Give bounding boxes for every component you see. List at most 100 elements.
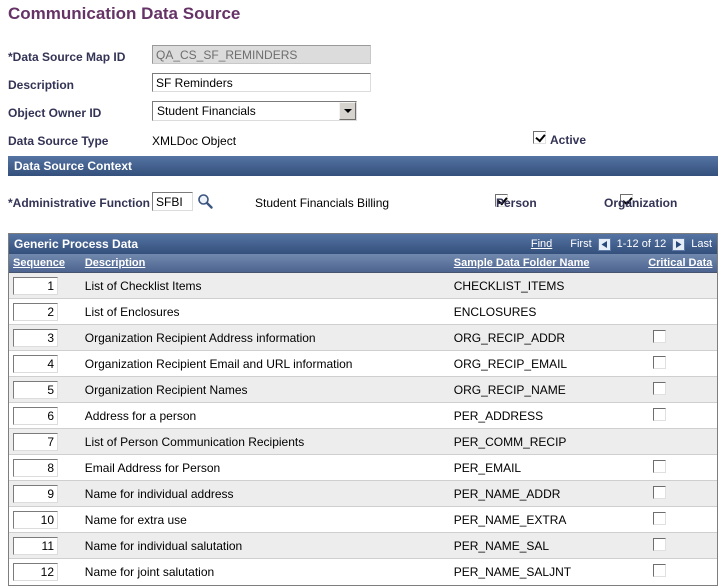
row-description: Email Address for Person	[84, 460, 221, 475]
table-row: Email Address for Person PER_EMAIL	[9, 455, 717, 481]
generic-process-data-grid: Generic Process Data Find First 1-12 of …	[8, 233, 718, 586]
table-row: Organization Recipient Email and URL inf…	[9, 351, 717, 377]
row-folder-name: PER_EMAIL	[453, 460, 522, 475]
page-title: Communication Data Source	[8, 4, 241, 23]
sequence-cell	[9, 563, 79, 581]
row-folder-name: PER_NAME_EXTRA	[453, 512, 567, 527]
row-folder-name: ORG_RECIP_NAME	[453, 382, 566, 397]
sequence-input[interactable]	[13, 432, 58, 451]
critical-data-cell	[644, 564, 717, 580]
sequence-input[interactable]	[13, 484, 58, 503]
table-row: Address for a person PER_ADDRESS	[9, 403, 717, 429]
data-source-map-id-label: *Data Source Map ID	[8, 50, 126, 64]
column-header-sequence[interactable]: Sequence	[13, 257, 65, 269]
nav-last-label[interactable]: Last	[691, 238, 712, 250]
sequence-input[interactable]	[13, 536, 58, 555]
administrative-function-field[interactable]	[152, 192, 193, 211]
column-header-sample-data-folder-name[interactable]: Sample Data Folder Name	[453, 257, 590, 269]
row-description: List of Enclosures	[84, 304, 180, 319]
row-folder-name: PER_NAME_SALJNT	[453, 565, 572, 579]
nav-next-icon[interactable]	[672, 237, 686, 251]
grid-title: Generic Process Data	[14, 237, 139, 251]
row-description: Name for individual address	[84, 486, 234, 501]
column-header-critical-data[interactable]: Critical Data	[648, 257, 713, 269]
critical-data-checkbox[interactable]	[653, 485, 667, 499]
critical-data-checkbox[interactable]	[653, 564, 667, 577]
critical-data-checkbox[interactable]	[653, 329, 667, 343]
critical-data-checkbox[interactable]	[653, 459, 667, 473]
table-row: List of Person Communication Recipients …	[9, 429, 717, 455]
table-row: List of Enclosures ENCLOSURES	[9, 299, 717, 325]
critical-data-cell	[644, 381, 717, 398]
row-folder-name: ORG_RECIP_EMAIL	[453, 356, 568, 371]
sequence-input[interactable]	[13, 406, 58, 425]
table-row: Name for individual salutation PER_NAME_…	[9, 533, 717, 559]
dropdown-arrow-icon[interactable]	[339, 102, 356, 120]
column-header-description[interactable]: Description	[84, 257, 146, 269]
critical-data-checkbox[interactable]	[653, 355, 667, 369]
sequence-cell	[9, 380, 79, 399]
table-row: Organization Recipient Names ORG_RECIP_N…	[9, 377, 717, 403]
data-source-type-label: Data Source Type	[8, 134, 109, 148]
sequence-input[interactable]	[13, 276, 58, 295]
row-folder-name: ENCLOSURES	[453, 304, 537, 319]
lookup-icon[interactable]	[197, 193, 214, 213]
critical-data-cell	[644, 537, 717, 554]
person-checkbox[interactable]	[495, 194, 509, 207]
critical-data-cell	[644, 329, 717, 346]
object-owner-id-select[interactable]: Student Financials	[152, 101, 357, 121]
row-folder-name: PER_NAME_SAL	[453, 538, 550, 553]
row-description: List of Checklist Items	[84, 278, 202, 293]
critical-data-cell	[644, 459, 717, 476]
sequence-cell	[9, 302, 79, 321]
sequence-input[interactable]	[13, 458, 58, 477]
organization-checkbox[interactable]	[619, 194, 633, 207]
nav-previous-icon[interactable]	[597, 237, 611, 251]
nav-first-label[interactable]: First	[570, 238, 592, 250]
data-source-map-id-field	[152, 45, 371, 64]
sequence-cell	[9, 354, 79, 373]
organization-label: Organization	[604, 196, 678, 210]
sequence-input[interactable]	[13, 302, 58, 321]
sequence-input[interactable]	[13, 563, 58, 581]
sequence-input[interactable]	[13, 328, 58, 347]
data-source-context-header: Data Source Context	[8, 156, 718, 176]
row-folder-name: ORG_RECIP_ADDR	[453, 330, 566, 345]
grid-column-headers: Sequence Description Sample Data Folder …	[9, 254, 717, 273]
row-range: 1-12 of 12	[616, 238, 667, 250]
sequence-input[interactable]	[13, 354, 58, 373]
grid-title-bar: Generic Process Data Find First 1-12 of …	[9, 234, 717, 254]
row-description: List of Person Communication Recipients	[84, 434, 305, 449]
sequence-cell	[9, 276, 79, 295]
data-source-type-value: XMLDoc Object	[152, 134, 237, 148]
row-description: Organization Recipient Email and URL inf…	[84, 356, 353, 371]
person-label: Person	[496, 196, 537, 210]
row-description: Name for joint salutation	[84, 565, 215, 579]
table-row: List of Checklist Items CHECKLIST_ITEMS	[9, 273, 717, 299]
object-owner-id-label: Object Owner ID	[8, 106, 102, 120]
sequence-cell	[9, 536, 79, 555]
sequence-cell	[9, 510, 79, 529]
critical-data-checkbox[interactable]	[653, 381, 667, 395]
critical-data-checkbox[interactable]	[653, 537, 667, 551]
active-label: Active	[550, 133, 587, 147]
active-checkbox[interactable]	[533, 131, 546, 144]
table-row: Name for extra use PER_NAME_EXTRA	[9, 507, 717, 533]
row-description: Organization Recipient Address informati…	[84, 330, 316, 345]
row-description: Organization Recipient Names	[84, 382, 248, 397]
sequence-input[interactable]	[13, 510, 58, 529]
table-row: Name for individual address PER_NAME_ADD…	[9, 481, 717, 507]
critical-data-checkbox[interactable]	[653, 511, 667, 525]
description-label: Description	[8, 78, 75, 92]
row-description: Name for extra use	[84, 512, 187, 527]
sequence-input[interactable]	[13, 380, 58, 399]
critical-data-checkbox[interactable]	[653, 407, 667, 421]
administrative-function-description: Student Financials Billing	[255, 196, 390, 210]
row-folder-name: CHECKLIST_ITEMS	[453, 278, 565, 293]
description-field[interactable]	[152, 73, 371, 92]
find-link[interactable]: Find	[530, 238, 553, 250]
sequence-cell	[9, 484, 79, 503]
sequence-cell	[9, 458, 79, 477]
administrative-function-label: *Administrative Function	[8, 196, 151, 210]
grid-body: List of Checklist Items CHECKLIST_ITEMS …	[9, 273, 717, 585]
